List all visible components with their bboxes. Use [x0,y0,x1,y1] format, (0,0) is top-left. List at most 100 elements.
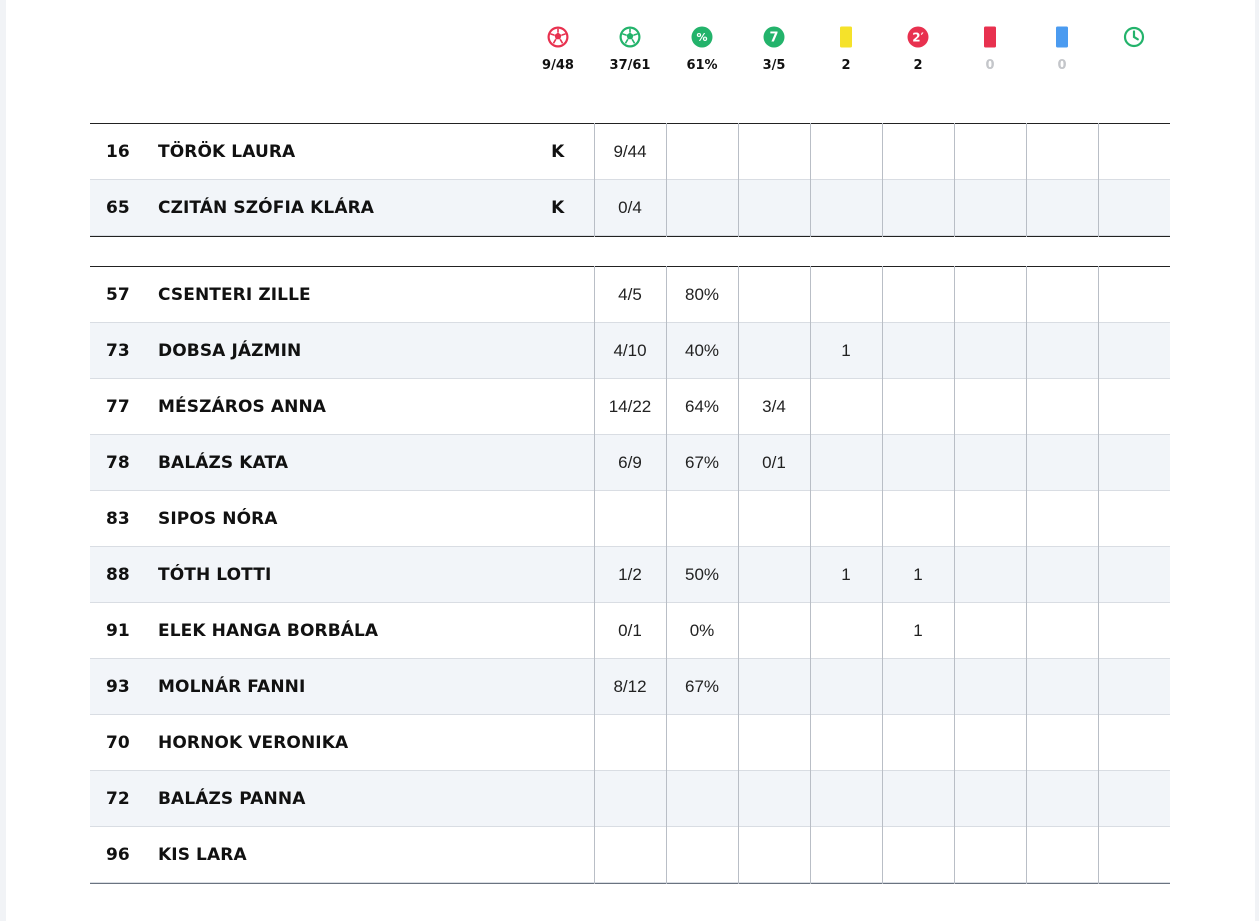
stat-value: 2 [913,58,923,73]
stat-cell: 50% [665,547,738,603]
stat-cell [809,491,882,547]
red-card-icon [984,26,996,48]
stat-cell [1025,379,1098,435]
team-stats-header: 9/48 37/61 % 61% 7 3/5 2 [0,0,1259,100]
stat-red-cards: 0 [954,24,1026,73]
stat-cell [953,827,1026,884]
stat-value: 0 [985,58,995,73]
stat-goalkeeper-saves: 9/48 [522,24,594,73]
stat-cell [737,715,810,771]
player-name[interactable]: CZITÁN SZÓFIA KLÁRA [158,180,522,237]
stat-cell [665,123,738,180]
stat-cell [809,123,882,180]
stat-goals: 37/61 [594,24,666,73]
stat-cell [737,123,810,180]
player-name[interactable]: BALÁZS PANNA [158,771,594,827]
page-edge-right [1255,0,1259,921]
stat-cell [1097,266,1170,323]
stat-cell [737,659,810,715]
stat-cell [665,827,738,884]
table-row: 83 SIPOS NÓRA [90,491,1170,547]
stat-percentage: % 61% [666,24,738,73]
two-minute-icon-label: 2′ [912,31,924,45]
player-number: 77 [90,379,158,435]
player-name[interactable]: SIPOS NÓRA [158,491,594,547]
stat-cell [1097,827,1170,884]
position-badge: K [522,180,595,237]
blue-card-icon [1056,26,1068,48]
stat-value: 61% [686,58,718,73]
stat-cell [809,827,882,884]
stat-cell [953,659,1026,715]
player-name[interactable]: TÓTH LOTTI [158,547,594,603]
stat-two-minutes: 2′ 2 [882,24,954,73]
seven-meter-icon-label: 7 [769,31,778,46]
player-number: 88 [90,547,158,603]
table-row: 93 MOLNÁR FANNI 8/12 67% [90,659,1170,715]
stat-cell [881,323,954,379]
player-number: 57 [90,267,158,324]
player-name[interactable]: KIS LARA [158,827,594,884]
table-row: 65 CZITÁN SZÓFIA KLÁRA K 0/4 [90,180,1170,237]
stat-cell [1025,827,1098,884]
stat-cell [1097,180,1170,237]
stat-cell: 1 [881,603,954,659]
stat-cell [881,827,954,884]
player-name[interactable]: CSENTERI ZILLE [158,267,594,324]
percent-icon: % [691,26,713,48]
stat-cell [1025,547,1098,603]
stat-cell: 0/4 [594,180,666,237]
player-number: 93 [90,659,158,715]
stat-cell: 64% [665,379,738,435]
player-name[interactable]: DOBSA JÁZMIN [158,323,594,379]
stat-cell: 1/2 [593,547,666,603]
table-row: 16 TÖRÖK LAURA K 9/44 [90,123,1170,181]
player-name[interactable]: TÖRÖK LAURA [158,124,522,181]
stat-cell [593,771,666,827]
stat-cell [809,659,882,715]
stat-cell [1097,323,1170,379]
player-name[interactable]: MÉSZÁROS ANNA [158,379,594,435]
stat-cell: 8/12 [593,659,666,715]
player-number: 78 [90,435,158,491]
table-row: 70 HORNOK VERONIKA [90,715,1170,771]
stat-cell: 4/5 [593,266,666,323]
stat-cell [1097,715,1170,771]
stat-cell [881,771,954,827]
ball-red-icon [547,26,569,48]
table-row: 91 ELEK HANGA BORBÁLA 0/1 0% 1 [90,603,1170,659]
stat-cell [1097,435,1170,491]
stat-cell [881,715,954,771]
stat-cell [881,659,954,715]
stat-cell [593,827,666,884]
stat-cell [593,491,666,547]
table-row: 57 CSENTERI ZILLE 4/5 80% [90,266,1170,324]
stat-cell [953,547,1026,603]
stat-cell: 6/9 [593,435,666,491]
stat-cell [881,491,954,547]
table-row: 78 BALÁZS KATA 6/9 67% 0/1 [90,435,1170,491]
stat-cell [881,180,954,237]
stat-playing-time [1098,24,1170,58]
player-name[interactable]: ELEK HANGA BORBÁLA [158,603,594,659]
stat-seven-meter: 7 3/5 [738,24,810,73]
stat-cell: 0% [665,603,738,659]
two-minute-icon: 2′ [907,26,929,48]
stat-cell [737,266,810,323]
page-edge-left [0,0,6,921]
player-number: 16 [90,124,158,181]
table-row: 77 MÉSZÁROS ANNA 14/22 64% 3/4 [90,379,1170,435]
player-name[interactable]: MOLNÁR FANNI [158,659,594,715]
stat-cell [953,435,1026,491]
player-name[interactable]: HORNOK VERONIKA [158,715,594,771]
player-name[interactable]: BALÁZS KATA [158,435,594,491]
table-row: 96 KIS LARA [90,827,1170,884]
stat-cell [809,715,882,771]
stat-cell: 1 [809,547,882,603]
stat-cell: 3/4 [737,379,810,435]
stat-cell [665,771,738,827]
player-number: 96 [90,827,158,884]
stat-cell [953,123,1026,180]
stat-cell [665,715,738,771]
stat-cell [809,771,882,827]
